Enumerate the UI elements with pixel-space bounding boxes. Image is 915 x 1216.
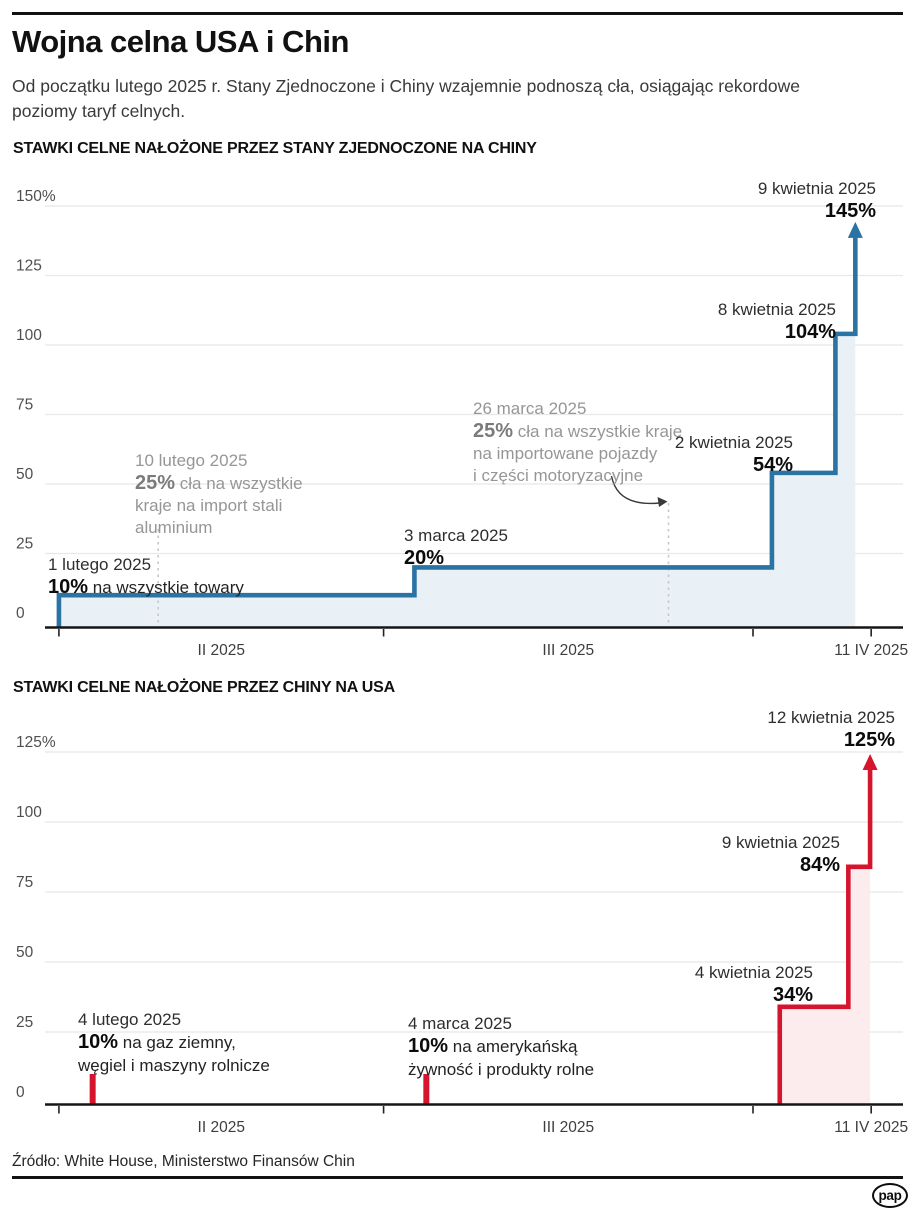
y-tick-label: 125%: [16, 734, 56, 751]
top-rule: [12, 12, 903, 15]
annotation-text: i części motoryzacyjne: [473, 466, 644, 485]
annotation-text: 54%: [752, 454, 793, 476]
annotation-date: 2 kwietnia 2025: [674, 433, 793, 452]
chart-us-on-china-title: STAWKI CELNE NAŁOŻONE PRZEZ STANY ZJEDNO…: [13, 140, 537, 157]
step-area-fill: [779, 866, 871, 1104]
annotation-text: węgiel i maszyny rolnicze: [78, 1056, 270, 1075]
chart-us-on-china: 0 25 50 75 100 125 150% II 2025 III 2025 11 IV 20…: [16, 188, 908, 659]
annotation-text: aluminium: [135, 518, 213, 537]
y-tick-label: 0: [16, 1084, 25, 1101]
annotation-b3: 4 kwietnia 2025 34%: [695, 961, 813, 1007]
pap-logo: pap: [872, 1183, 908, 1208]
tariff-step-line: [56, 234, 858, 627]
x-axis-label: III 2025: [542, 1119, 594, 1136]
annotation-text: 84%: [799, 854, 840, 876]
annotation-date: 3 marca 2025: [404, 526, 508, 545]
annotation-text: 20%: [404, 547, 445, 569]
annotation-text: 10% na wszystkie towary: [48, 576, 244, 598]
annotation-a7: 9 kwietnia 2025 145%: [758, 177, 876, 223]
annotation-a6: 8 kwietnia 2025 104%: [718, 298, 836, 344]
y-tick-label: 100: [16, 804, 42, 821]
annotation-text: żywność i produkty rolne: [408, 1060, 595, 1079]
x-axis-label: II 2025: [198, 642, 245, 659]
annotation-date: 9 kwietnia 2025: [757, 179, 876, 198]
chart-china-on-usa: 0 25 50 75 100 125% II 2025 III 2025 11 IV 2025: [16, 734, 908, 1136]
annotation-date: 4 kwietnia 2025: [694, 963, 813, 982]
annotation-text: kraje na import stali: [135, 496, 283, 515]
annotation-text: 145%: [824, 200, 876, 222]
y-tick-label: 75: [16, 397, 33, 414]
y-tick-label: 50: [16, 466, 34, 483]
annotation-text: 104%: [784, 321, 836, 343]
x-axis-label: III 2025: [542, 642, 594, 659]
page-title: Wojna celna USA i Chin: [12, 24, 349, 59]
annotation-date: 10 lutego 2025: [135, 451, 248, 470]
annotation-a2: 10 lutego 2025 25% cła na wszystkie kraje …: [135, 450, 303, 539]
page-subtitle: Od początku lutego 2025 r. Stany Zjednoc…: [12, 74, 842, 124]
annotation-text: na importowane pojazdy: [473, 444, 658, 463]
annotation-text: 25% cła na wszystkie kraje: [473, 420, 683, 442]
y-tick-label: 25: [16, 1014, 33, 1031]
annotation-b2: 4 marca 2025 10% na amerykańską żywność i …: [408, 1012, 594, 1081]
y-tick-label: 125: [16, 258, 42, 275]
arrow-up-icon: [847, 221, 863, 238]
arrow-up-icon: [862, 754, 878, 770]
annotation-text: 125%: [843, 729, 895, 751]
annotation-a3: 3 marca 2025 20%: [404, 524, 508, 570]
chart-china-on-usa-title: STAWKI CELNE NAŁOŻONE PRZEZ CHINY NA USA: [13, 679, 395, 696]
annotation-date: 26 marca 2025: [473, 399, 587, 418]
annotation-a1: 1 lutego 2025 10% na wszystkie towary: [48, 553, 244, 599]
y-tick-label: 0: [16, 605, 25, 622]
subtitle-line-1: Od początku lutego 2025 r. Stany Zjednoc…: [12, 76, 800, 96]
annotation-date: 9 kwietnia 2025: [721, 833, 840, 852]
y-tick-label: 100: [16, 327, 42, 344]
x-axis-label: II 2025: [198, 1119, 245, 1136]
annotation-curved-arrow: [610, 475, 660, 505]
curved-arrow-head: [657, 497, 668, 507]
tariff-step-line: [777, 767, 873, 1104]
y-tick-label: 25: [16, 536, 33, 553]
y-tick-label: 75: [16, 874, 33, 891]
x-axis-label: 11 IV 2025: [834, 642, 908, 659]
x-axis-label: 11 IV 2025: [834, 1119, 908, 1136]
source-note: Źródło: White House, Ministerstwo Finans…: [12, 1153, 355, 1170]
annotation-text: 34%: [772, 984, 813, 1006]
annotation-b1: 4 lutego 2025 10% na gaz ziemny, węgiel i …: [78, 1008, 270, 1077]
annotation-b5: 12 kwietnia 2025 125%: [767, 706, 895, 752]
annotation-text: 10% na gaz ziemny,: [78, 1031, 236, 1053]
y-tick-label: 50: [16, 944, 34, 961]
annotation-text: 25% cła na wszystkie: [135, 472, 303, 494]
annotation-b4: 9 kwietnia 2025 84%: [722, 831, 840, 877]
annotation-date: 1 lutego 2025: [48, 555, 152, 574]
annotation-date: 8 kwietnia 2025: [717, 300, 836, 319]
annotation-text: 10% na amerykańską: [408, 1035, 578, 1057]
bottom-rule: [12, 1176, 903, 1179]
subtitle-line-2: poziomy taryf celnych.: [12, 101, 186, 121]
pap-logo-text: pap: [878, 1188, 902, 1203]
annotation-date: 4 marca 2025: [408, 1014, 512, 1033]
annotation-date: 4 lutego 2025: [78, 1010, 182, 1029]
annotation-a4: 26 marca 2025 25% cła na wszystkie kraje n…: [473, 398, 682, 487]
annotation-a5: 2 kwietnia 2025 54%: [675, 431, 793, 477]
annotation-date: 12 kwietnia 2025: [767, 708, 895, 727]
y-tick-label: 150%: [16, 188, 56, 205]
